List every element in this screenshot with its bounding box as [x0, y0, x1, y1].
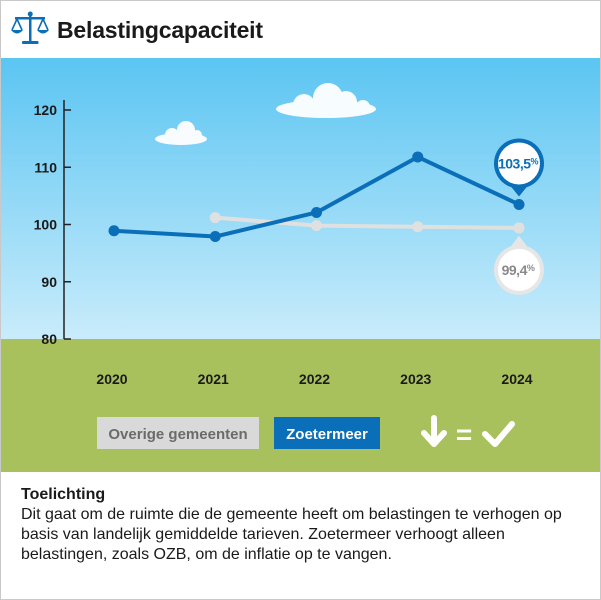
- data-point-overige: [513, 222, 525, 234]
- x-tick-label: 2020: [96, 371, 127, 387]
- x-tick-label: 2021: [198, 371, 229, 387]
- data-point-zoetermeer: [513, 198, 525, 210]
- series-line-overige: [215, 215, 520, 230]
- data-point-zoetermeer: [311, 206, 322, 218]
- data-point-zoetermeer: [209, 231, 221, 243]
- y-tick-label: 80: [41, 331, 57, 347]
- legend-item-zoetermeer: [274, 417, 380, 449]
- legend-label-zoetermeer: Zoetermeer: [286, 426, 368, 443]
- x-axis-labels: 2020 2021 2022 2023 2024: [96, 371, 532, 387]
- explanation: Toelichting Dit gaat om de ruimte die de…: [1, 472, 600, 599]
- data-point-overige: [311, 220, 322, 232]
- explanation-title: Toelichting: [21, 486, 106, 503]
- y-axis: 80 90 100 110 120: [34, 100, 71, 347]
- header: Belastingcapaciteit: [1, 1, 600, 58]
- data-point-overige: [209, 212, 221, 224]
- data-annotations: 103,5% 99,4%: [494, 138, 544, 295]
- legend-label-overige: Overige gemeenten: [108, 426, 247, 443]
- line-chart: 80 90 100 110 120 2020 2021 2022 2023 2024 103,5…: [1, 58, 600, 472]
- arrow-down-icon: [421, 415, 447, 447]
- data-point-overige: [412, 221, 424, 233]
- legend-item-overige: [97, 417, 259, 449]
- y-tick-label: 120: [34, 102, 58, 118]
- annotation-label: 99,4%: [502, 262, 535, 278]
- legend: Overige gemeenten Zoetermeer: [97, 417, 380, 449]
- y-tick-label: 90: [41, 274, 57, 290]
- data-point-zoetermeer: [108, 225, 120, 237]
- page-title: Belastingcapaciteit: [57, 17, 263, 43]
- annotation-label: 103,5%: [498, 155, 539, 171]
- y-tick-label: 110: [34, 159, 57, 175]
- data-point-zoetermeer: [412, 151, 424, 163]
- verdict-indicator: =: [421, 415, 515, 450]
- cloud-large: [276, 83, 376, 118]
- annotation-zoetermeer: 103,5%: [494, 138, 544, 197]
- check-icon: [482, 421, 515, 447]
- cloud-small: [155, 121, 207, 145]
- x-tick-label: 2024: [501, 371, 532, 387]
- equals-icon: =: [456, 419, 472, 450]
- series-lines: [108, 151, 525, 243]
- explanation-text: Dit gaat om de ruimte die de gemeente he…: [21, 506, 562, 563]
- y-tick-label: 100: [34, 217, 58, 233]
- scales-icon: [11, 11, 49, 44]
- x-tick-label: 2023: [400, 371, 431, 387]
- x-tick-label: 2022: [299, 371, 330, 387]
- grass-background: [1, 339, 600, 472]
- annotation-overige: 99,4%: [494, 235, 544, 295]
